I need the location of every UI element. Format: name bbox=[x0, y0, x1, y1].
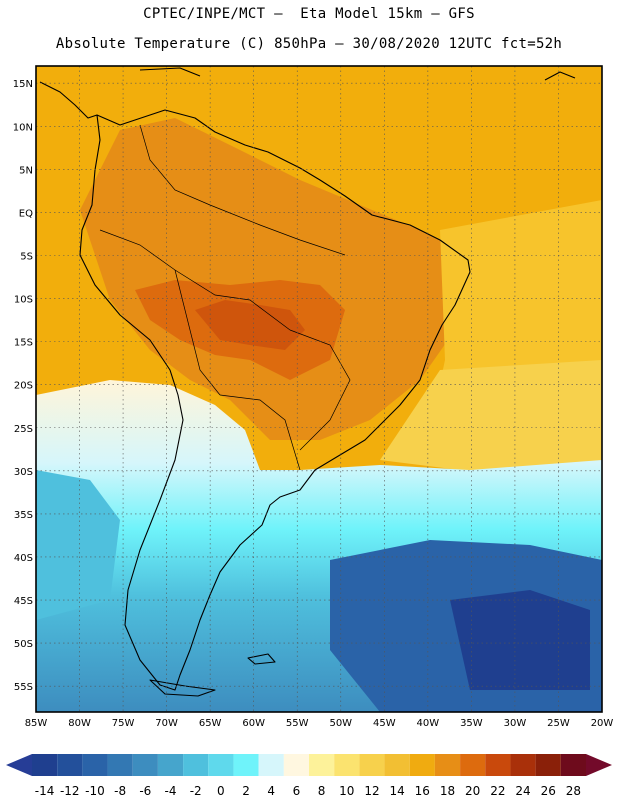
longitude-label: 85W bbox=[25, 718, 48, 729]
colorbar-box bbox=[183, 754, 209, 776]
colorbar-box bbox=[309, 754, 335, 776]
colorbar-boxes bbox=[32, 754, 586, 776]
tierra-del-fuego bbox=[149, 679, 216, 697]
latitude-label: 15N bbox=[13, 79, 33, 90]
latitude-label: 25S bbox=[14, 424, 33, 435]
falkland-islands bbox=[247, 653, 276, 665]
chart-title-line-1: CPTEC/INPE/MCT – Eta Model 15km – GFS bbox=[143, 6, 475, 22]
latitude-labels: 15N 10N 5N EQ 5S 10S 15S 20S 25S 30S 35S 40S 45S 50S 5… bbox=[13, 79, 33, 693]
warm-field-18 bbox=[80, 118, 470, 440]
temperature-field bbox=[36, 66, 602, 712]
colorbar-box bbox=[208, 754, 234, 776]
south-america-coastline bbox=[79, 109, 471, 691]
colorbar-label: -14 bbox=[35, 784, 55, 798]
colorbar-box bbox=[334, 754, 360, 776]
central-america-coastline bbox=[39, 81, 98, 119]
colorbar-label: 22 bbox=[490, 784, 505, 798]
latitude-label: 35S bbox=[14, 510, 33, 521]
longitude-label: 40W bbox=[417, 718, 440, 729]
colorbar-label: 20 bbox=[465, 784, 480, 798]
colorbar-box bbox=[57, 754, 83, 776]
longitude-label: 70W bbox=[155, 718, 178, 729]
colorbar-label: 10 bbox=[339, 784, 354, 798]
colorbar-box bbox=[460, 754, 486, 776]
colorbar-label: 26 bbox=[541, 784, 556, 798]
colorbar-label: 0 bbox=[217, 784, 225, 798]
colorbar-box bbox=[485, 754, 511, 776]
cold-field-pacific bbox=[36, 470, 120, 620]
colorbar-label: 16 bbox=[415, 784, 430, 798]
latitude-label: 10N bbox=[13, 122, 33, 133]
colorbar-box bbox=[157, 754, 184, 776]
longitude-label: 50W bbox=[329, 718, 352, 729]
colorbar-label: 28 bbox=[566, 784, 581, 798]
cold-field-deepest bbox=[450, 590, 590, 690]
colorbar-box bbox=[409, 754, 435, 776]
latitude-label: 5N bbox=[19, 165, 33, 176]
colorbar-label: 8 bbox=[318, 784, 326, 798]
colorbar-label: 6 bbox=[293, 784, 301, 798]
colorbar-box bbox=[233, 754, 259, 776]
latitude-label: 30S bbox=[14, 467, 33, 478]
colorbar-box bbox=[384, 754, 410, 776]
latitude-label: 5S bbox=[20, 251, 33, 262]
colorbar-box bbox=[32, 754, 58, 776]
colorbar-box bbox=[82, 754, 108, 776]
colorbar-label: 18 bbox=[440, 784, 455, 798]
colorbar-box bbox=[535, 754, 561, 776]
caribbean-islands bbox=[139, 67, 576, 81]
colorbar-box bbox=[107, 754, 133, 776]
colorbar-label: 4 bbox=[267, 784, 275, 798]
colorbar-label: -4 bbox=[165, 784, 177, 798]
colorbar-box bbox=[258, 754, 284, 776]
colorbar-min-arrow bbox=[6, 754, 32, 776]
colorbar-label: 2 bbox=[242, 784, 250, 798]
colorbar-label: 24 bbox=[515, 784, 530, 798]
longitude-label: 20W bbox=[591, 718, 614, 729]
colorbar-labels: -14 -12 -10 -8 -6 -4 -2 0 2 4 6 8 10 12 14 16 18 20 22 24 26… bbox=[35, 784, 581, 798]
colorbar: -14 -12 -10 -8 -6 -4 -2 0 2 4 6 8 10 12 14 16 18 20 22 24 26… bbox=[6, 754, 612, 798]
colorbar-box bbox=[560, 754, 586, 776]
colorbar-max-arrow bbox=[586, 754, 612, 776]
longitude-label: 55W bbox=[286, 718, 309, 729]
latitude-label: 20S bbox=[14, 381, 33, 392]
colorbar-label: -8 bbox=[114, 784, 126, 798]
latitude-label: 55S bbox=[14, 682, 33, 693]
latitude-label: 50S bbox=[14, 639, 33, 650]
latitude-label: 10S bbox=[14, 295, 33, 306]
longitude-label: 60W bbox=[242, 718, 265, 729]
warm-field-22 bbox=[195, 300, 305, 350]
latitude-label: 15S bbox=[14, 338, 33, 349]
longitude-label: 65W bbox=[199, 718, 222, 729]
temperature-map: 15N 10N 5N EQ 5S 10S 15S 20S 25S 30S 35S 40S 45S 50S 5… bbox=[13, 65, 614, 729]
latitude-label: 40S bbox=[14, 553, 33, 564]
colorbar-label: -6 bbox=[139, 784, 151, 798]
colorbar-label: -2 bbox=[190, 784, 202, 798]
colorbar-label: -10 bbox=[85, 784, 105, 798]
longitude-label: 25W bbox=[547, 718, 570, 729]
latitude-label: 45S bbox=[14, 596, 33, 607]
coastlines bbox=[39, 67, 576, 697]
colorbar-label: -12 bbox=[60, 784, 80, 798]
colorbar-label: 14 bbox=[389, 784, 404, 798]
colorbar-box bbox=[510, 754, 536, 776]
colorbar-box bbox=[283, 754, 309, 776]
longitude-labels: 85W 80W 75W 70W 65W 60W 55W 50W 45W 40W 35W 30W 25W 2… bbox=[25, 718, 614, 729]
longitude-label: 80W bbox=[68, 718, 91, 729]
latitude-label: EQ bbox=[19, 208, 33, 219]
colorbar-box bbox=[359, 754, 385, 776]
longitude-label: 30W bbox=[504, 718, 527, 729]
chart-title-line-2: Absolute Temperature (C) 850hPa – 30/08/… bbox=[55, 36, 563, 52]
colorbar-box bbox=[132, 754, 158, 776]
colorbar-box bbox=[434, 754, 461, 776]
longitude-label: 45W bbox=[373, 718, 396, 729]
map-frame bbox=[35, 65, 603, 713]
colorbar-label: 12 bbox=[364, 784, 379, 798]
longitude-label: 75W bbox=[112, 718, 135, 729]
warm-field-sea-18 bbox=[380, 360, 602, 470]
longitude-label: 35W bbox=[460, 718, 483, 729]
